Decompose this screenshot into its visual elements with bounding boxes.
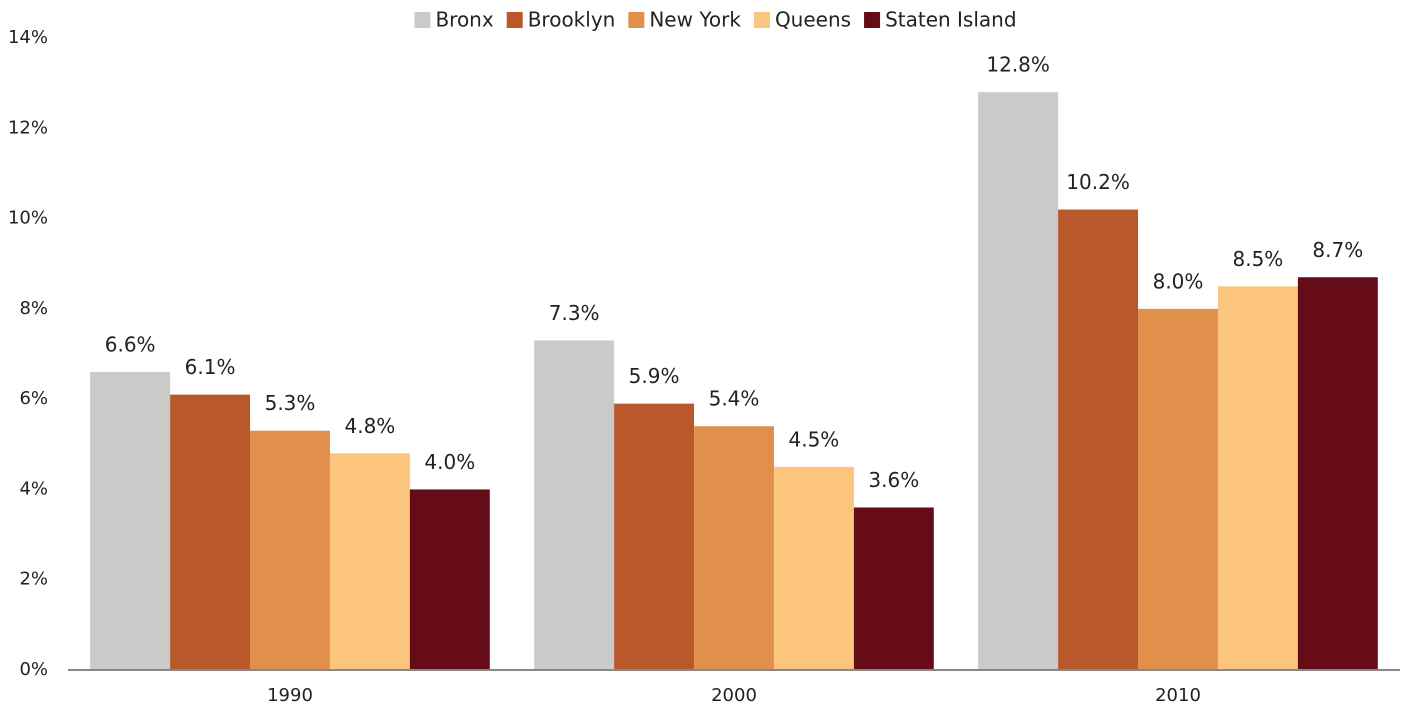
bar	[250, 430, 330, 670]
legend-label: Brooklyn	[528, 8, 616, 32]
bar	[978, 92, 1059, 670]
bar	[170, 394, 251, 670]
x-tick-label: 2000	[711, 685, 757, 706]
bar	[409, 489, 490, 670]
data-label: 12.8%	[986, 53, 1050, 77]
x-tick-label: 2010	[1155, 685, 1201, 706]
y-tick-label: 14%	[8, 27, 48, 48]
data-label: 8.7%	[1312, 238, 1363, 262]
legend-label: Queens	[775, 8, 851, 32]
y-tick-label: 10%	[8, 208, 48, 229]
bar	[853, 507, 934, 670]
bar	[90, 372, 171, 670]
legend-swatch	[753, 12, 770, 28]
legend-swatch	[628, 12, 645, 28]
data-label: 8.5%	[1233, 247, 1284, 271]
data-label: 8.0%	[1153, 269, 1204, 293]
legend-label: New York	[649, 8, 741, 32]
data-label: 6.1%	[185, 355, 236, 379]
legend-swatch	[414, 12, 431, 28]
y-tick-label: 4%	[19, 478, 48, 499]
data-label: 4.5%	[789, 427, 840, 451]
bar	[329, 453, 410, 670]
legend-label: Bronx	[435, 8, 493, 32]
data-label: 3.6%	[868, 468, 919, 492]
bar	[1058, 209, 1139, 671]
data-label: 6.6%	[105, 333, 156, 357]
data-label: 4.0%	[424, 450, 475, 474]
y-tick-label: 0%	[19, 659, 48, 680]
y-tick-label: 12%	[8, 117, 48, 138]
legend-label: Staten Island	[885, 8, 1016, 32]
y-tick-label: 8%	[19, 298, 48, 319]
data-label: 5.3%	[265, 391, 316, 415]
data-label: 5.4%	[709, 387, 760, 411]
x-tick-label: 1990	[267, 685, 313, 706]
y-tick-label: 6%	[19, 388, 48, 409]
bar	[694, 426, 774, 670]
data-label: 4.8%	[345, 414, 396, 438]
data-label: 10.2%	[1066, 170, 1130, 194]
bar	[773, 466, 854, 670]
y-tick-label: 2%	[19, 569, 48, 590]
bar	[534, 340, 615, 670]
legend-swatch	[506, 12, 523, 28]
bar	[1297, 277, 1378, 670]
bar	[1217, 286, 1298, 670]
bar	[1138, 308, 1218, 670]
bar	[614, 403, 695, 670]
legend-swatch	[864, 12, 881, 28]
data-label: 7.3%	[549, 301, 600, 325]
data-label: 5.9%	[629, 364, 680, 388]
